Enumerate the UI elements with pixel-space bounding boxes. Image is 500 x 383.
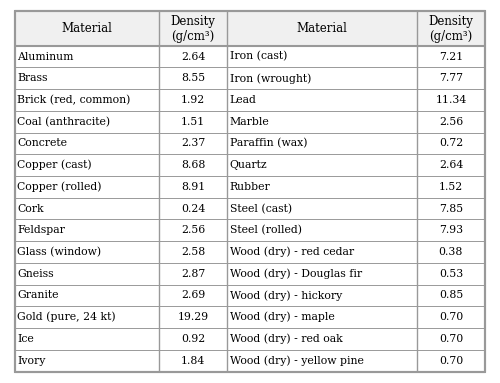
Text: 2.56: 2.56 [181,225,206,235]
Text: Iron (wrought): Iron (wrought) [230,73,311,83]
Text: 0.38: 0.38 [438,247,463,257]
Text: 0.92: 0.92 [181,334,206,344]
Text: Material: Material [296,22,348,35]
Text: 8.68: 8.68 [181,160,206,170]
Text: Wood (dry) - Douglas fir: Wood (dry) - Douglas fir [230,268,362,279]
Text: 0.70: 0.70 [439,334,463,344]
Text: 1.51: 1.51 [181,117,206,127]
Text: Concrete: Concrete [18,138,68,149]
Text: 1.52: 1.52 [439,182,463,192]
Text: Material: Material [62,22,112,35]
Text: Brick (red, common): Brick (red, common) [18,95,130,105]
Text: Density
(g/cm³): Density (g/cm³) [428,15,474,43]
Text: 8.55: 8.55 [181,73,205,83]
Text: Density
(g/cm³): Density (g/cm³) [170,15,216,43]
Text: 2.87: 2.87 [181,269,206,279]
Text: Gold (pure, 24 kt): Gold (pure, 24 kt) [18,312,116,322]
Text: 2.37: 2.37 [181,138,206,149]
Text: Rubber: Rubber [230,182,270,192]
Text: 2.58: 2.58 [181,247,206,257]
Text: 0.70: 0.70 [439,356,463,366]
Text: 1.92: 1.92 [181,95,206,105]
Text: 2.69: 2.69 [181,290,206,301]
Text: 0.70: 0.70 [439,312,463,322]
Text: Steel (rolled): Steel (rolled) [230,225,302,236]
Text: Wood (dry) - red oak: Wood (dry) - red oak [230,334,342,344]
Text: 2.64: 2.64 [181,52,206,62]
Text: 0.72: 0.72 [439,138,463,149]
Text: 2.56: 2.56 [439,117,463,127]
Text: Wood (dry) - red cedar: Wood (dry) - red cedar [230,247,354,257]
Text: Glass (window): Glass (window) [18,247,102,257]
Text: 0.53: 0.53 [439,269,463,279]
Text: 7.77: 7.77 [439,73,463,83]
Text: Gneiss: Gneiss [18,269,54,279]
Text: Marble: Marble [230,117,270,127]
Text: Coal (anthracite): Coal (anthracite) [18,116,110,127]
Text: Wood (dry) - yellow pine: Wood (dry) - yellow pine [230,355,364,366]
Text: 2.64: 2.64 [439,160,463,170]
Text: Steel (cast): Steel (cast) [230,203,292,214]
Text: 11.34: 11.34 [436,95,466,105]
Text: Aluminum: Aluminum [18,52,74,62]
Text: Brass: Brass [18,73,48,83]
Text: Paraffin (wax): Paraffin (wax) [230,138,307,149]
Text: 19.29: 19.29 [178,312,208,322]
Text: Copper (rolled): Copper (rolled) [18,182,102,192]
Bar [15,11,485,46]
Text: 7.93: 7.93 [439,225,463,235]
Text: Wood (dry) - hickory: Wood (dry) - hickory [230,290,342,301]
Text: 8.91: 8.91 [181,182,206,192]
Text: Cork: Cork [18,204,44,214]
Text: Wood (dry) - maple: Wood (dry) - maple [230,312,334,322]
Text: 0.24: 0.24 [181,204,206,214]
Text: Ivory: Ivory [18,356,46,366]
Text: 0.85: 0.85 [439,290,463,301]
Text: Ice: Ice [18,334,34,344]
Text: Granite: Granite [18,290,59,301]
Text: Iron (cast): Iron (cast) [230,51,287,62]
Text: 7.85: 7.85 [439,204,463,214]
Text: Quartz: Quartz [230,160,267,170]
Text: 1.84: 1.84 [181,356,206,366]
Text: Lead: Lead [230,95,256,105]
Text: Feldspar: Feldspar [18,225,65,235]
Text: Copper (cast): Copper (cast) [18,160,92,170]
Text: 7.21: 7.21 [439,52,463,62]
